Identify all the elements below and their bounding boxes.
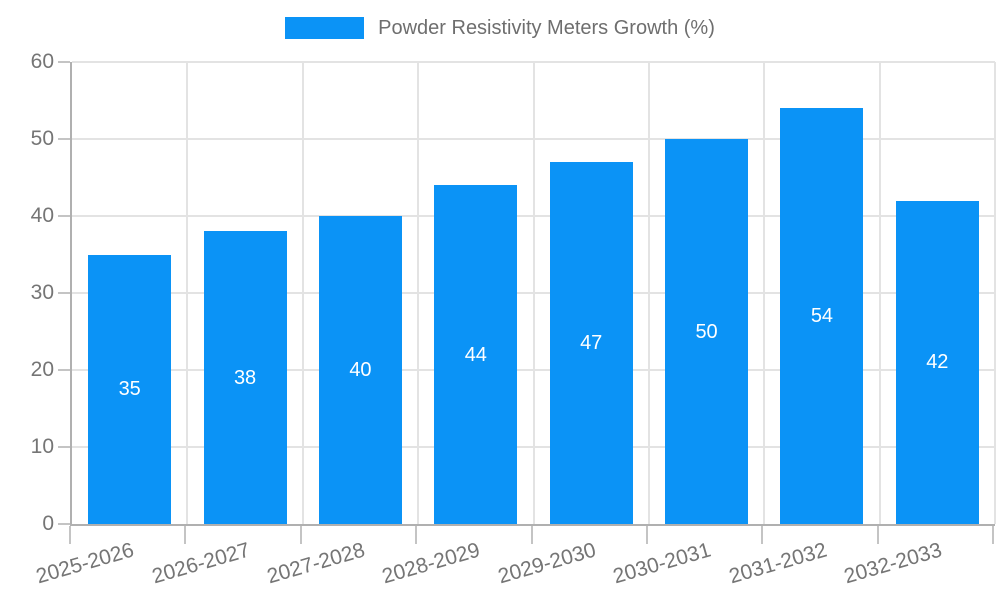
- x-tick-mark: [645, 526, 648, 544]
- bar-value-label: 50: [695, 320, 718, 343]
- y-tick-mark: [58, 292, 70, 294]
- y-tick-label: 30: [30, 281, 54, 304]
- y-tick-mark: [58, 215, 70, 217]
- x-tick-mark: [530, 526, 533, 544]
- x-grid-line: [532, 62, 535, 524]
- y-tick-mark: [58, 523, 70, 525]
- x-grid-line: [647, 62, 650, 524]
- bar: 40: [318, 216, 402, 524]
- bar: 54: [780, 108, 864, 524]
- x-grid-line: [763, 62, 766, 524]
- legend-swatch: [285, 17, 365, 39]
- x-grid-line: [186, 62, 189, 524]
- x-tick-label: 2029-2030: [495, 538, 599, 589]
- y-tick-label: 60: [30, 50, 54, 73]
- x-grid-line: [301, 62, 304, 524]
- x-tick-label: 2028-2029: [379, 538, 483, 589]
- x-tick-mark: [992, 526, 994, 544]
- x-grid-line: [878, 62, 881, 524]
- x-tick-label: 2032-2033: [841, 538, 945, 589]
- y-tick-label: 20: [30, 358, 54, 381]
- bar: 35: [88, 254, 172, 524]
- bar-value-label: 44: [464, 343, 487, 366]
- bar-value-label: 54: [810, 305, 834, 328]
- x-tick-mark: [415, 526, 418, 544]
- y-tick-mark: [58, 138, 70, 140]
- y-tick-mark: [58, 61, 70, 63]
- y-tick-label: 0: [42, 512, 54, 535]
- legend-label: Powder Resistivity Meters Growth (%): [378, 17, 715, 39]
- y-tick-mark: [58, 369, 70, 371]
- plot-area: 35 38 40 44 47 50 54 42: [70, 61, 996, 526]
- bar: 47: [549, 162, 633, 524]
- x-tick-label: 2025-2026: [33, 538, 137, 589]
- x-tick-label: 2026-2027: [149, 538, 253, 589]
- y-tick-label: 10: [30, 435, 54, 458]
- bar-value-label: 38: [233, 366, 257, 389]
- bar: 44: [434, 185, 518, 524]
- x-tick-mark: [761, 526, 764, 544]
- bar-value-label: 42: [926, 351, 949, 374]
- x-tick-label: 2030-2031: [610, 538, 714, 589]
- bar: 42: [895, 200, 979, 524]
- x-tick-mark: [299, 526, 302, 544]
- bar-value-label: 35: [118, 378, 141, 401]
- bar: 38: [203, 231, 287, 524]
- bar-value-label: 40: [349, 359, 372, 381]
- x-tick-mark: [69, 526, 71, 544]
- x-tick-label: 2027-2028: [264, 538, 368, 589]
- y-tick-mark: [58, 446, 70, 448]
- y-tick-label: 50: [30, 127, 54, 150]
- bar: 50: [665, 139, 749, 524]
- bar-value-label: 47: [580, 332, 603, 355]
- x-tick-mark: [184, 526, 187, 544]
- x-tick-mark: [876, 526, 879, 544]
- x-grid-line: [994, 62, 996, 524]
- y-tick-label: 40: [30, 204, 54, 227]
- chart-legend: Powder Resistivity Meters Growth (%): [0, 17, 1000, 39]
- x-tick-label: 2031-2032: [726, 538, 829, 589]
- x-grid-line: [417, 62, 420, 524]
